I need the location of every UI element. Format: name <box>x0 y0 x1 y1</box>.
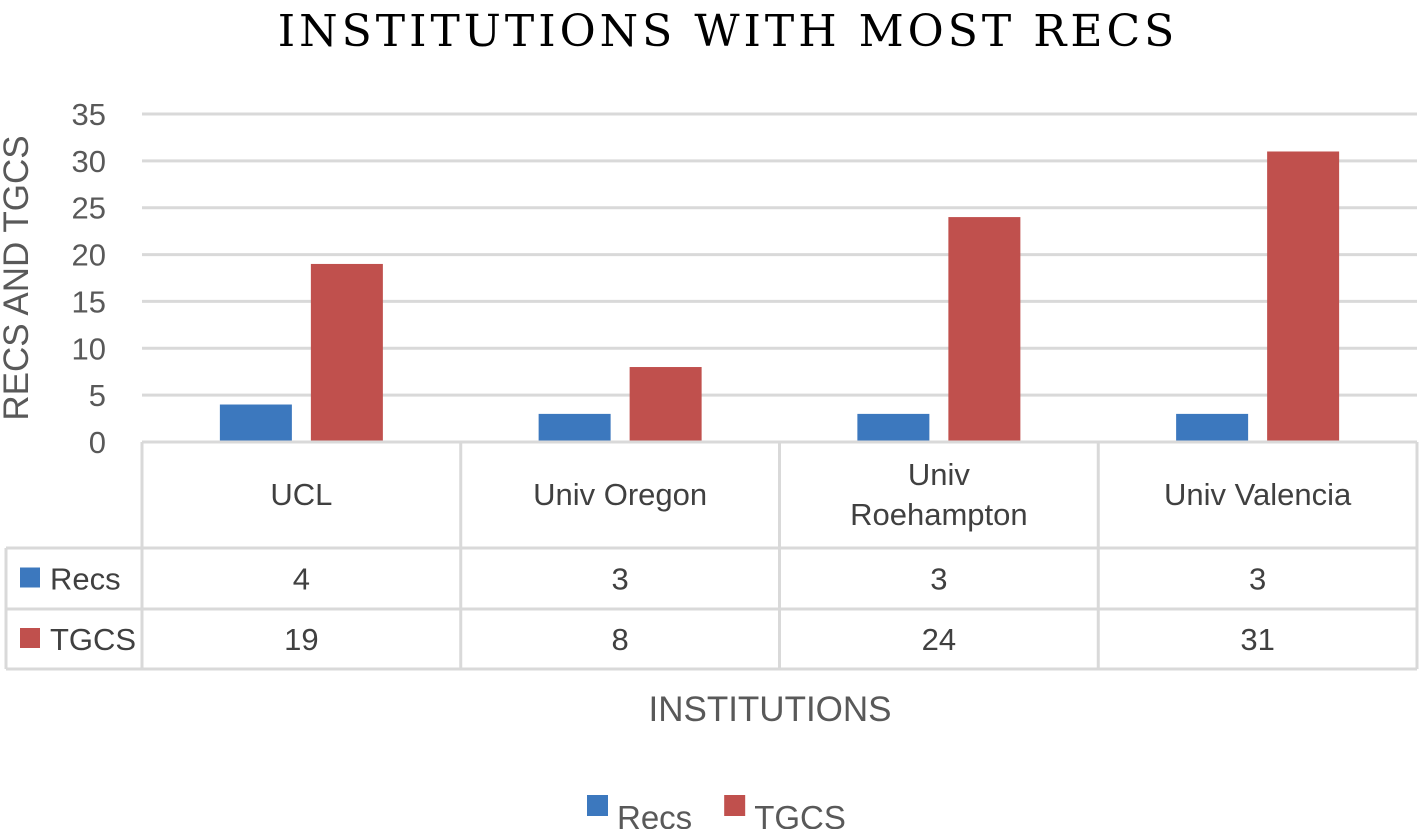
table-value: 31 <box>1240 622 1274 657</box>
table-value: 4 <box>293 562 310 597</box>
category-label: Univ Oregon <box>533 477 707 512</box>
legend-key <box>587 795 608 816</box>
legend: Recs TGCS <box>587 795 846 829</box>
bar-recs <box>1176 413 1249 442</box>
table-value: 3 <box>930 562 947 597</box>
y-tick-label: 35 <box>72 97 106 132</box>
y-tick-label: 25 <box>72 191 106 226</box>
x-axis-label: INSTITUTIONS <box>648 690 891 729</box>
bar-recs <box>538 413 611 442</box>
y-tick-label: 20 <box>72 238 106 273</box>
table-legend-key <box>20 567 40 588</box>
y-tick-label: 5 <box>89 378 106 413</box>
legend-label: TGCS <box>754 799 846 829</box>
table-series-label: TGCS <box>50 622 136 657</box>
y-axis: 0 5 10 15 20 25 30 35 <box>72 97 106 460</box>
y-axis-label: RECS AND TGCS <box>0 135 36 420</box>
bar-recs <box>219 404 292 442</box>
table-value: 3 <box>1249 562 1266 597</box>
legend-key <box>724 795 746 816</box>
table-value: 8 <box>612 622 629 657</box>
category-label: UCL <box>270 477 332 512</box>
bar-tgcs <box>629 367 702 442</box>
y-tick-label: 10 <box>72 331 106 366</box>
y-tick-label: 15 <box>72 284 106 319</box>
category-label: Univ Roehampton <box>850 457 1028 532</box>
y-tick-label: 0 <box>89 425 106 460</box>
bar-tgcs <box>1267 151 1340 442</box>
y-tick-label: 30 <box>72 144 106 179</box>
bar-tgcs <box>310 263 383 442</box>
category-label: Univ Valencia <box>1164 477 1352 512</box>
legend-label: Recs <box>617 799 692 829</box>
data-table: UCL Univ Oregon Univ Roehampton Univ Valenci… <box>4 440 1419 671</box>
bars <box>219 151 1340 442</box>
table-value: 24 <box>922 622 956 657</box>
table-value: 19 <box>284 622 318 657</box>
table-series-label: Recs <box>50 562 121 597</box>
bar-recs <box>857 413 930 442</box>
table-legend-key <box>20 628 40 648</box>
chart-title: INSTITUTIONS WITH MOST RECS <box>278 6 1179 57</box>
bar-tgcs <box>948 217 1021 442</box>
table-value: 3 <box>612 562 629 597</box>
